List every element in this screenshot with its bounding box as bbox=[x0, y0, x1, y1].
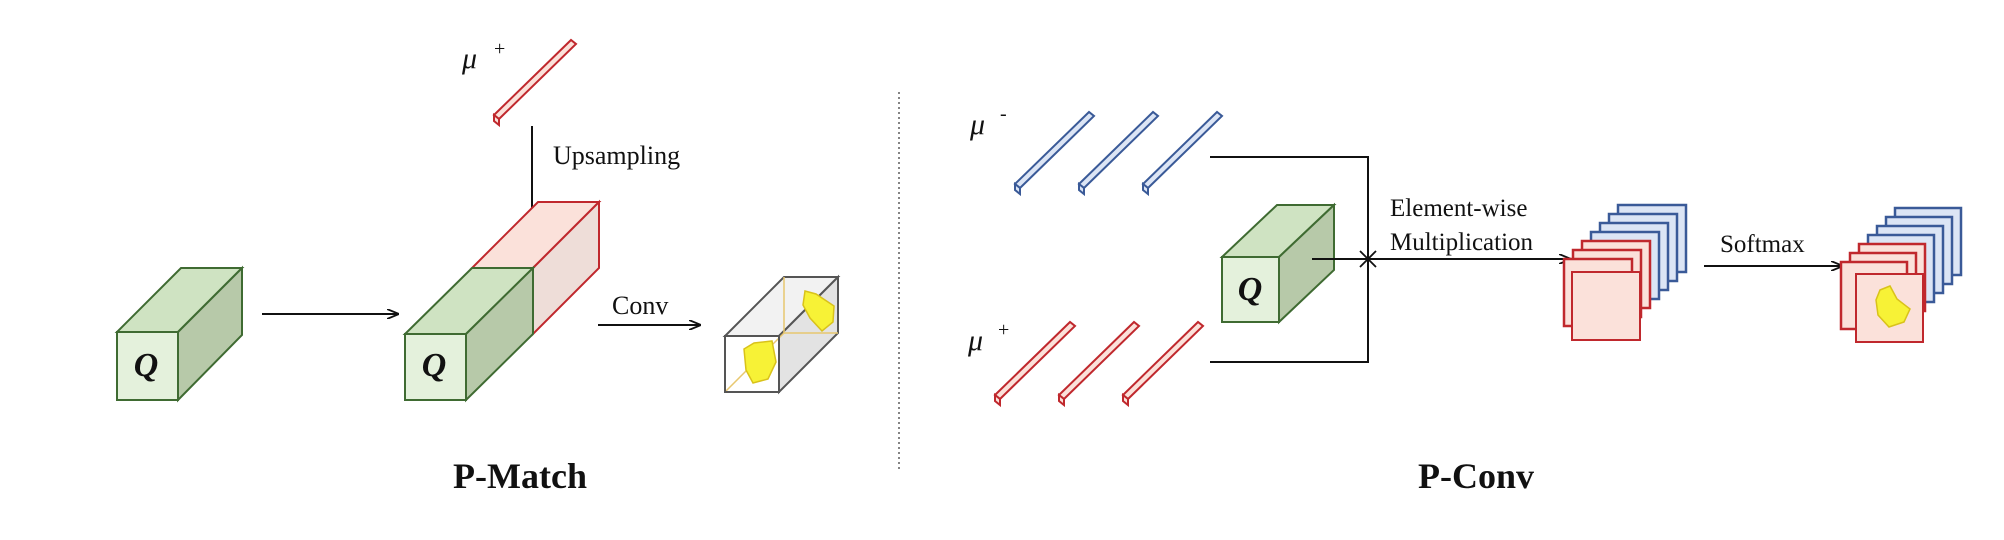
mu-minus-vectors bbox=[1013, 110, 1224, 197]
concat-cube: Q bbox=[402, 199, 602, 403]
mu-plus-vectors bbox=[993, 320, 1205, 408]
similarity-map-stack bbox=[1562, 203, 1688, 341]
mask-blob-front bbox=[743, 340, 777, 384]
output-mask-cube bbox=[722, 274, 841, 395]
q-label-right: Q bbox=[1238, 271, 1263, 308]
mu-minus-sup: - bbox=[1000, 103, 1007, 125]
output-mask-blob bbox=[1875, 285, 1911, 328]
mu-minus-vector-3 bbox=[1141, 110, 1224, 197]
mu-plus-label-right: μ bbox=[967, 324, 983, 357]
mask-blob-back bbox=[802, 290, 835, 333]
mu-plus-label-left: μ bbox=[461, 42, 477, 75]
p-conv-title: P-Conv bbox=[1418, 456, 1534, 496]
mu-plus-vector-1 bbox=[993, 320, 1077, 408]
element-wise-label-line2: Multiplication bbox=[1390, 229, 1534, 256]
mu-minus-vector-2 bbox=[1077, 110, 1160, 197]
output-map-stack bbox=[1839, 206, 1963, 343]
mu-plus-sup-right: + bbox=[998, 319, 1009, 341]
element-wise-label-line1: Element-wise bbox=[1390, 195, 1527, 222]
mu-plus-vector-3 bbox=[1121, 320, 1205, 408]
multiply-cross-icon bbox=[1359, 250, 1377, 268]
mu-plus-sup-left: + bbox=[494, 38, 505, 60]
upsampling-label: Upsampling bbox=[553, 141, 680, 170]
mu-minus-vector-1 bbox=[1013, 110, 1096, 197]
p-match-title: P-Match bbox=[453, 456, 587, 496]
softmax-label: Softmax bbox=[1720, 231, 1805, 258]
q-feature-cube-right: Q bbox=[1219, 202, 1337, 325]
q-feature-cube-left: Q bbox=[114, 265, 245, 403]
p-conv-panel: μ - μ + Q bbox=[967, 103, 1963, 496]
mu-minus-label: μ bbox=[969, 108, 985, 141]
p-match-panel: Q μ + Upsampling Q Conv bbox=[114, 38, 841, 496]
conv-label: Conv bbox=[612, 291, 668, 320]
q-label-left: Q bbox=[134, 347, 159, 384]
mu-plus-vector-left bbox=[492, 38, 578, 128]
q-label-concat: Q bbox=[422, 347, 447, 384]
mu-plus-vector-2 bbox=[1057, 320, 1141, 408]
